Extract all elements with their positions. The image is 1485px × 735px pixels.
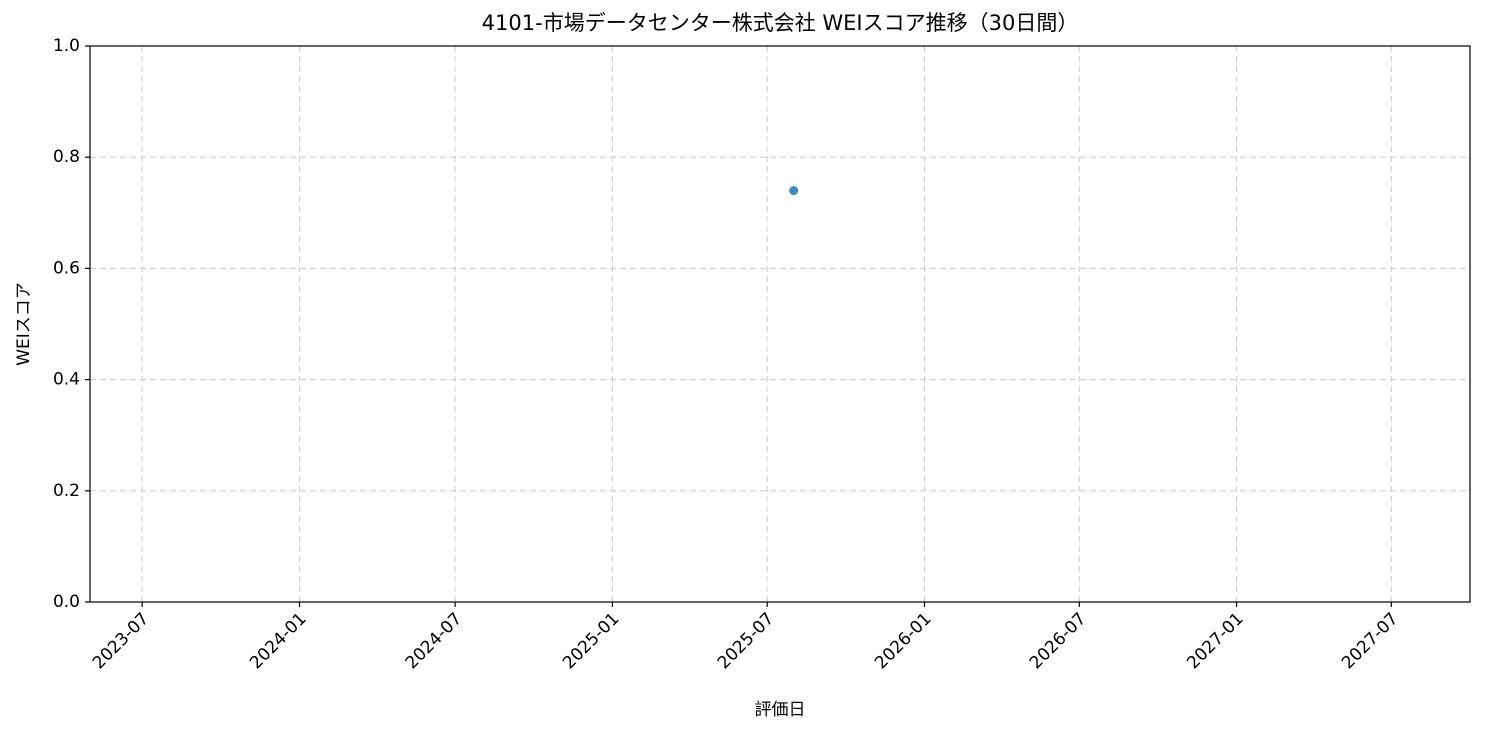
x-tick-label: 2023-07 [89, 609, 153, 673]
y-axis-label: WEIスコア [14, 282, 34, 366]
x-tick-label: 2027-01 [1183, 609, 1247, 673]
x-tick-label: 2026-07 [1026, 609, 1090, 673]
plot-frame [89, 45, 1471, 603]
x-tick-label: 2024-07 [402, 609, 466, 673]
x-tick-label: 2026-01 [871, 609, 935, 673]
y-tick-label: 1.0 [53, 36, 80, 56]
y-tick-label: 0.0 [53, 592, 80, 612]
x-tick-label: 2025-01 [559, 609, 623, 673]
x-tick-label: 2027-07 [1338, 609, 1402, 673]
y-tick-label: 0.6 [53, 258, 80, 278]
x-axis-label: 評価日 [755, 700, 806, 720]
y-tick-label: 0.8 [53, 147, 80, 167]
x-tick-label: 2025-07 [714, 609, 778, 673]
x-tick-label: 2024-01 [246, 609, 310, 673]
chart-title: 4101-市場データセンター株式会社 WEIスコア推移（30日間） [482, 11, 1079, 35]
y-tick-label: 0.2 [53, 481, 80, 501]
point [789, 186, 799, 196]
y-tick-label: 0.4 [53, 370, 80, 390]
